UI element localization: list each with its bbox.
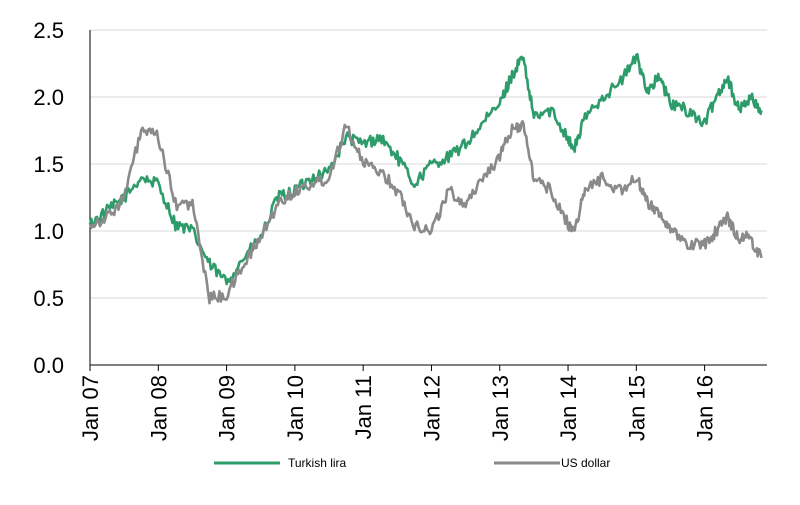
x-tick-label: Jan 11 <box>351 375 376 439</box>
y-tick-label: 1.5 <box>33 152 64 177</box>
series-line-turkish-lira <box>88 52 763 286</box>
x-tick-labels: Jan 07 Jan 08 Jan 09 Jan 10 Jan 11 Jan 12 Jan … <box>78 375 718 441</box>
y-tick-label: 2.5 <box>33 18 64 43</box>
y-tick-label: 1.0 <box>33 219 64 244</box>
y-tick-labels: 0.0 0.5 1.0 1.5 2.0 2.5 <box>33 18 64 378</box>
x-tick-label: Jan 13 <box>488 375 513 441</box>
x-tick-label: Jan 09 <box>215 375 240 441</box>
y-tick-label: 0.5 <box>33 286 64 311</box>
x-tick-label: Jan 07 <box>78 375 103 441</box>
x-tick-label: Jan 16 <box>693 375 718 441</box>
y-tick-label: 0.0 <box>33 353 64 378</box>
x-tick-label: Jan 15 <box>624 375 649 441</box>
series-lines <box>88 52 763 305</box>
x-tick-label: Jan 08 <box>146 375 171 441</box>
x-tick-label: Jan 10 <box>283 375 308 441</box>
legend-label-turkish-lira: Turkish lira <box>288 456 347 470</box>
axes <box>89 30 767 371</box>
y-tick-label: 2.0 <box>33 85 64 110</box>
series-line-us-dollar <box>88 120 763 305</box>
x-tick-label: Jan 14 <box>556 375 581 441</box>
x-tick-label: Jan 12 <box>419 375 444 441</box>
legend: Turkish lira US dollar <box>214 456 610 470</box>
legend-label-us-dollar: US dollar <box>561 456 610 470</box>
